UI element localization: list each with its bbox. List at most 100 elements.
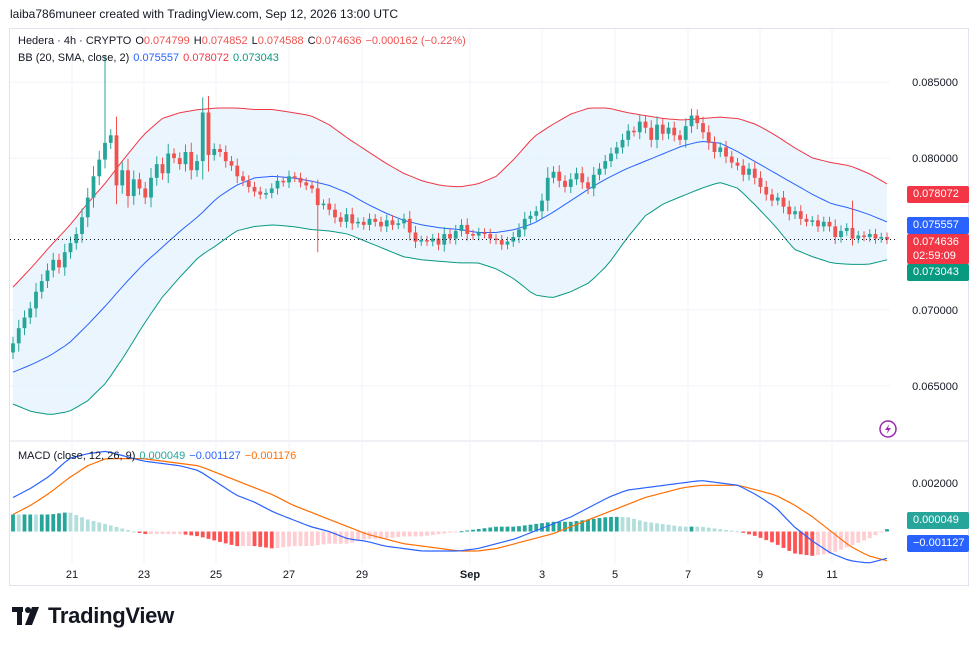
candle-body [488,234,493,239]
candle-body [442,234,447,245]
candle-body [534,211,539,216]
candle-body [28,308,33,318]
macd-histogram-bar [821,531,826,555]
high-label: H [193,35,202,47]
macd-histogram-bar [137,531,142,533]
macd-histogram-bar [310,531,314,546]
macd-histogram-bar [632,518,636,532]
lower-band-price-label: 0.073043 [907,264,969,281]
candle-body [672,127,677,136]
macd-histogram-bar [57,513,61,532]
candle-body [350,214,355,224]
candle-body [275,180,280,189]
macd-histogram-bar [459,531,464,533]
macd-histogram-bar [770,531,774,543]
x-tick-label: 7 [685,569,691,581]
macd-histogram-bar [488,527,493,532]
candle-body [430,238,435,242]
macd-histogram-bar [97,522,102,532]
macd-histogram-bar [91,520,96,532]
candle-body [873,234,878,239]
macd-histogram-bar [62,512,67,532]
open-label: O [135,35,144,47]
bb-legend[interactable]: BB (20, SMA, close, 2) 0.075557 0.078072 0.… [18,52,283,64]
candle-body [505,241,510,245]
macd-histogram-bar [361,531,366,540]
candle-body [379,221,383,227]
candle-body [735,162,740,166]
x-tick-label: 11 [826,569,837,581]
candle-body [425,240,429,242]
candle-body [189,152,194,171]
candle-body [269,188,274,193]
macd-histogram-bar [528,524,533,532]
symbol-label[interactable]: Hedera · 4h · CRYPTO [18,35,132,47]
macd-histogram-bar [856,531,861,543]
x-tick-label: Sep [460,569,480,581]
candle-body [528,215,533,219]
candle-body [568,179,573,187]
candle-body [724,147,728,157]
candle-body [752,168,757,178]
x-tick-label: 21 [66,569,78,581]
candle-body [574,173,579,180]
macd-histogram-bar [643,521,648,532]
tradingview-logo[interactable]: TradingView [12,603,174,629]
candle-body [793,211,797,215]
candle-body [183,152,188,165]
candle-body [666,127,671,134]
candle-body [281,180,286,183]
candle-body [862,235,866,238]
macd-legend[interactable]: MACD (close, 12, 26, 9) 0.000049 −0.001127… [18,450,300,462]
macd-histogram-bar [166,531,171,534]
candle-body [741,165,746,175]
candle-body [223,152,228,162]
macd-histogram-bar [614,516,619,532]
macd-histogram-bar [672,525,677,532]
macd-histogram-bar [620,516,625,532]
macd-histogram-bar [114,526,119,532]
candle-body [591,174,596,189]
macd-histogram-bar [637,520,642,532]
candle-body [844,227,849,231]
bolt-icon[interactable] [879,420,897,438]
candle-body [51,259,56,271]
macd-histogram-bar [338,531,343,544]
candle-body [764,186,769,195]
macd-histogram-bar [827,531,832,554]
macd-y-tick-label: 0.002000 [912,478,958,490]
candle-body [775,197,780,201]
candle-body [321,203,326,206]
macd-histogram-bar [563,521,567,532]
macd-histogram-bar [143,531,148,534]
macd-histogram-bar [551,521,556,532]
macd-histogram-bar [131,531,136,533]
macd-histogram-bar [752,531,757,536]
candle-body [632,130,636,133]
chart-canvas[interactable]: 21 23 25 27 29 Sep 3 5 7 9 11 0.085000 0.080000 0.070… [10,29,968,585]
macd-histogram-bar [333,531,337,544]
macd-histogram-bar [28,514,33,532]
candle-body [459,224,464,231]
candle-body [718,147,723,152]
candle-body [367,218,372,225]
candle-body [172,153,176,159]
candle-body [34,291,38,309]
macd-histogram-bar [775,531,780,545]
candle-body [655,124,659,140]
macd-histogram-bar [839,531,843,550]
candle-body [166,153,171,174]
x-tick-label: 23 [138,569,150,581]
candle-body [235,165,240,177]
bar-countdown: 02:59:09 [913,250,956,262]
candle-body [758,177,763,187]
y-tick-label: 0.065000 [912,381,958,393]
macd-histogram-bar [183,531,188,535]
macd-histogram-bar [39,514,44,532]
macd-histogram-bar [281,531,286,548]
macd-histogram-bar [735,531,740,533]
macd-histogram-bar [545,522,550,532]
macd-histogram-bar [494,526,498,532]
candle-body [856,235,861,239]
candle-body [649,127,654,140]
